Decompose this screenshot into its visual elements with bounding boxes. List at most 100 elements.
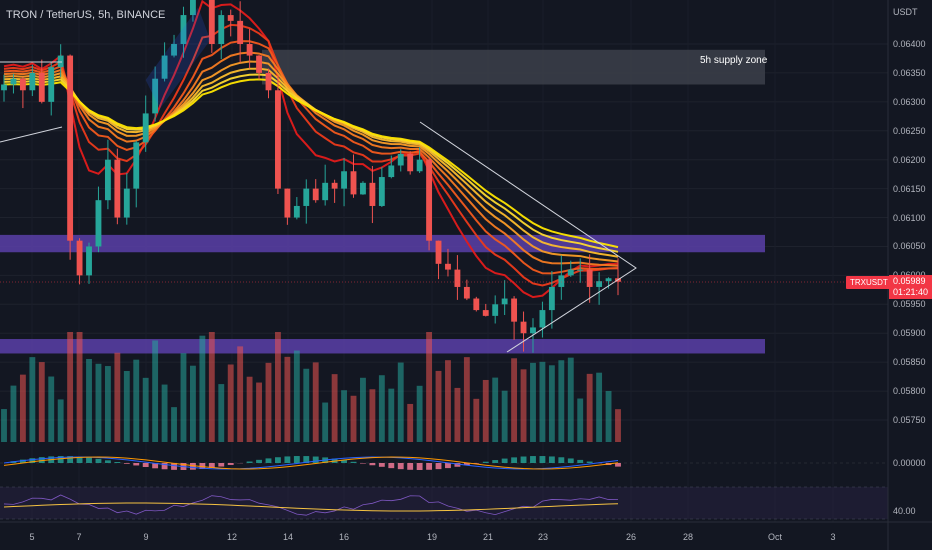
candle-body bbox=[293, 205, 300, 218]
time-tick-label: 26 bbox=[625, 532, 637, 542]
macd-histogram-bar bbox=[369, 463, 376, 466]
zones-layer bbox=[0, 49, 765, 354]
volume-bar bbox=[180, 353, 187, 442]
macd-histogram-bar bbox=[567, 458, 574, 463]
candle-body bbox=[586, 269, 593, 287]
symbol-title[interactable]: TRON / TetherUS, 5h, BINANCE bbox=[6, 9, 166, 21]
macd-histogram-bar bbox=[199, 463, 206, 470]
zone-2 bbox=[0, 339, 765, 354]
volume-bar bbox=[558, 360, 565, 442]
price-tick-label: 0.06300 bbox=[893, 96, 926, 107]
last-price-tag: 0.05989 01:21:40 bbox=[889, 275, 932, 299]
price-tick-label: 0.06100 bbox=[893, 212, 926, 223]
candle-body bbox=[95, 200, 102, 247]
time-tick-label: 19 bbox=[426, 532, 438, 542]
symmetric-triangle bbox=[419, 121, 637, 353]
candle-body bbox=[605, 278, 612, 282]
macd-histogram-bar bbox=[360, 463, 366, 464]
candle-body bbox=[596, 281, 603, 287]
macd-histogram-bar bbox=[189, 463, 196, 470]
candle-body bbox=[378, 177, 385, 206]
parallel-channel bbox=[145, 7, 211, 109]
macd-histogram-bar bbox=[463, 463, 470, 466]
symbol-tag: TRXUSDT bbox=[846, 276, 892, 289]
macd-histogram-bar bbox=[511, 457, 518, 463]
price-tick-label: 0.06350 bbox=[893, 67, 926, 78]
macd-histogram-bar bbox=[492, 460, 499, 463]
volume-bar bbox=[227, 364, 234, 442]
candle-body bbox=[454, 269, 461, 287]
volume-bar bbox=[605, 390, 612, 442]
macd-histogram-bar bbox=[312, 456, 319, 463]
macd-histogram-bar bbox=[38, 457, 45, 463]
candle-body bbox=[275, 90, 281, 189]
candle-body bbox=[548, 286, 555, 311]
volume-bar bbox=[133, 359, 140, 442]
volume-bar bbox=[303, 368, 310, 442]
volume-bar bbox=[29, 357, 36, 442]
candle-body bbox=[501, 298, 508, 305]
time-tick-label: 5 bbox=[29, 532, 35, 542]
macd-signal-line bbox=[3, 456, 619, 470]
time-tick-label: 14 bbox=[282, 532, 294, 542]
volume-bar bbox=[189, 365, 196, 442]
candle-body bbox=[114, 159, 121, 218]
volume-bar bbox=[577, 398, 584, 442]
candle-body bbox=[256, 55, 262, 73]
volume-bar bbox=[473, 398, 480, 442]
macd-histogram-bar bbox=[104, 460, 111, 463]
volume-bar bbox=[586, 373, 593, 442]
candle-body bbox=[416, 159, 423, 172]
macd-histogram-bar bbox=[218, 463, 225, 467]
volume-bar bbox=[426, 332, 433, 442]
volume-bar bbox=[208, 332, 215, 442]
candle-body bbox=[426, 159, 433, 241]
macd-histogram-bar bbox=[275, 457, 281, 463]
bar-countdown: 01:21:40 bbox=[893, 287, 929, 297]
candle-body bbox=[407, 153, 414, 172]
last-price-value: 0.05989 bbox=[893, 276, 926, 286]
trendline-drawings bbox=[0, 7, 637, 353]
macd-histogram-bar bbox=[265, 458, 272, 463]
price-tick-label: 0.05800 bbox=[893, 386, 926, 397]
volume-bar bbox=[407, 403, 414, 442]
candle-body bbox=[86, 246, 92, 276]
volume-bar bbox=[511, 358, 518, 442]
candle-body bbox=[511, 298, 518, 322]
candle-body bbox=[208, 0, 215, 45]
volume-bar bbox=[19, 374, 26, 442]
volume-bar bbox=[86, 358, 92, 442]
candle-body bbox=[123, 188, 130, 218]
volume-bar bbox=[548, 365, 555, 442]
volume-bar bbox=[114, 352, 121, 442]
macd-histogram-bar bbox=[227, 463, 234, 465]
candle-body bbox=[104, 159, 111, 201]
candle-body bbox=[227, 15, 234, 21]
volume-bar bbox=[161, 384, 168, 442]
zone-1 bbox=[0, 234, 765, 253]
macd-histogram-bar bbox=[548, 456, 555, 463]
volume-bar bbox=[237, 346, 244, 442]
volume-bar bbox=[322, 402, 329, 442]
macd-histogram-bar bbox=[123, 463, 130, 464]
macd-histogram-bar bbox=[152, 463, 159, 469]
macd-histogram-bar bbox=[293, 456, 300, 463]
candle-body bbox=[161, 55, 168, 79]
volume-bar bbox=[388, 388, 395, 442]
volume-bar bbox=[1, 409, 7, 442]
macd-histogram-bar bbox=[586, 461, 593, 463]
macd-histogram-bar bbox=[256, 459, 262, 463]
candle-body bbox=[57, 55, 64, 68]
candle-body bbox=[322, 182, 329, 201]
volume-bar bbox=[482, 379, 489, 442]
time-tick-label: 9 bbox=[143, 532, 149, 542]
volume-bar bbox=[435, 370, 442, 442]
macd-histogram-bar bbox=[246, 461, 253, 463]
candle-body bbox=[10, 78, 17, 85]
volume-bar bbox=[341, 390, 347, 442]
ribbon-line bbox=[3, 23, 619, 287]
time-tick-label: 12 bbox=[226, 532, 238, 542]
candle-body bbox=[67, 55, 74, 241]
volume-bar bbox=[312, 362, 319, 442]
